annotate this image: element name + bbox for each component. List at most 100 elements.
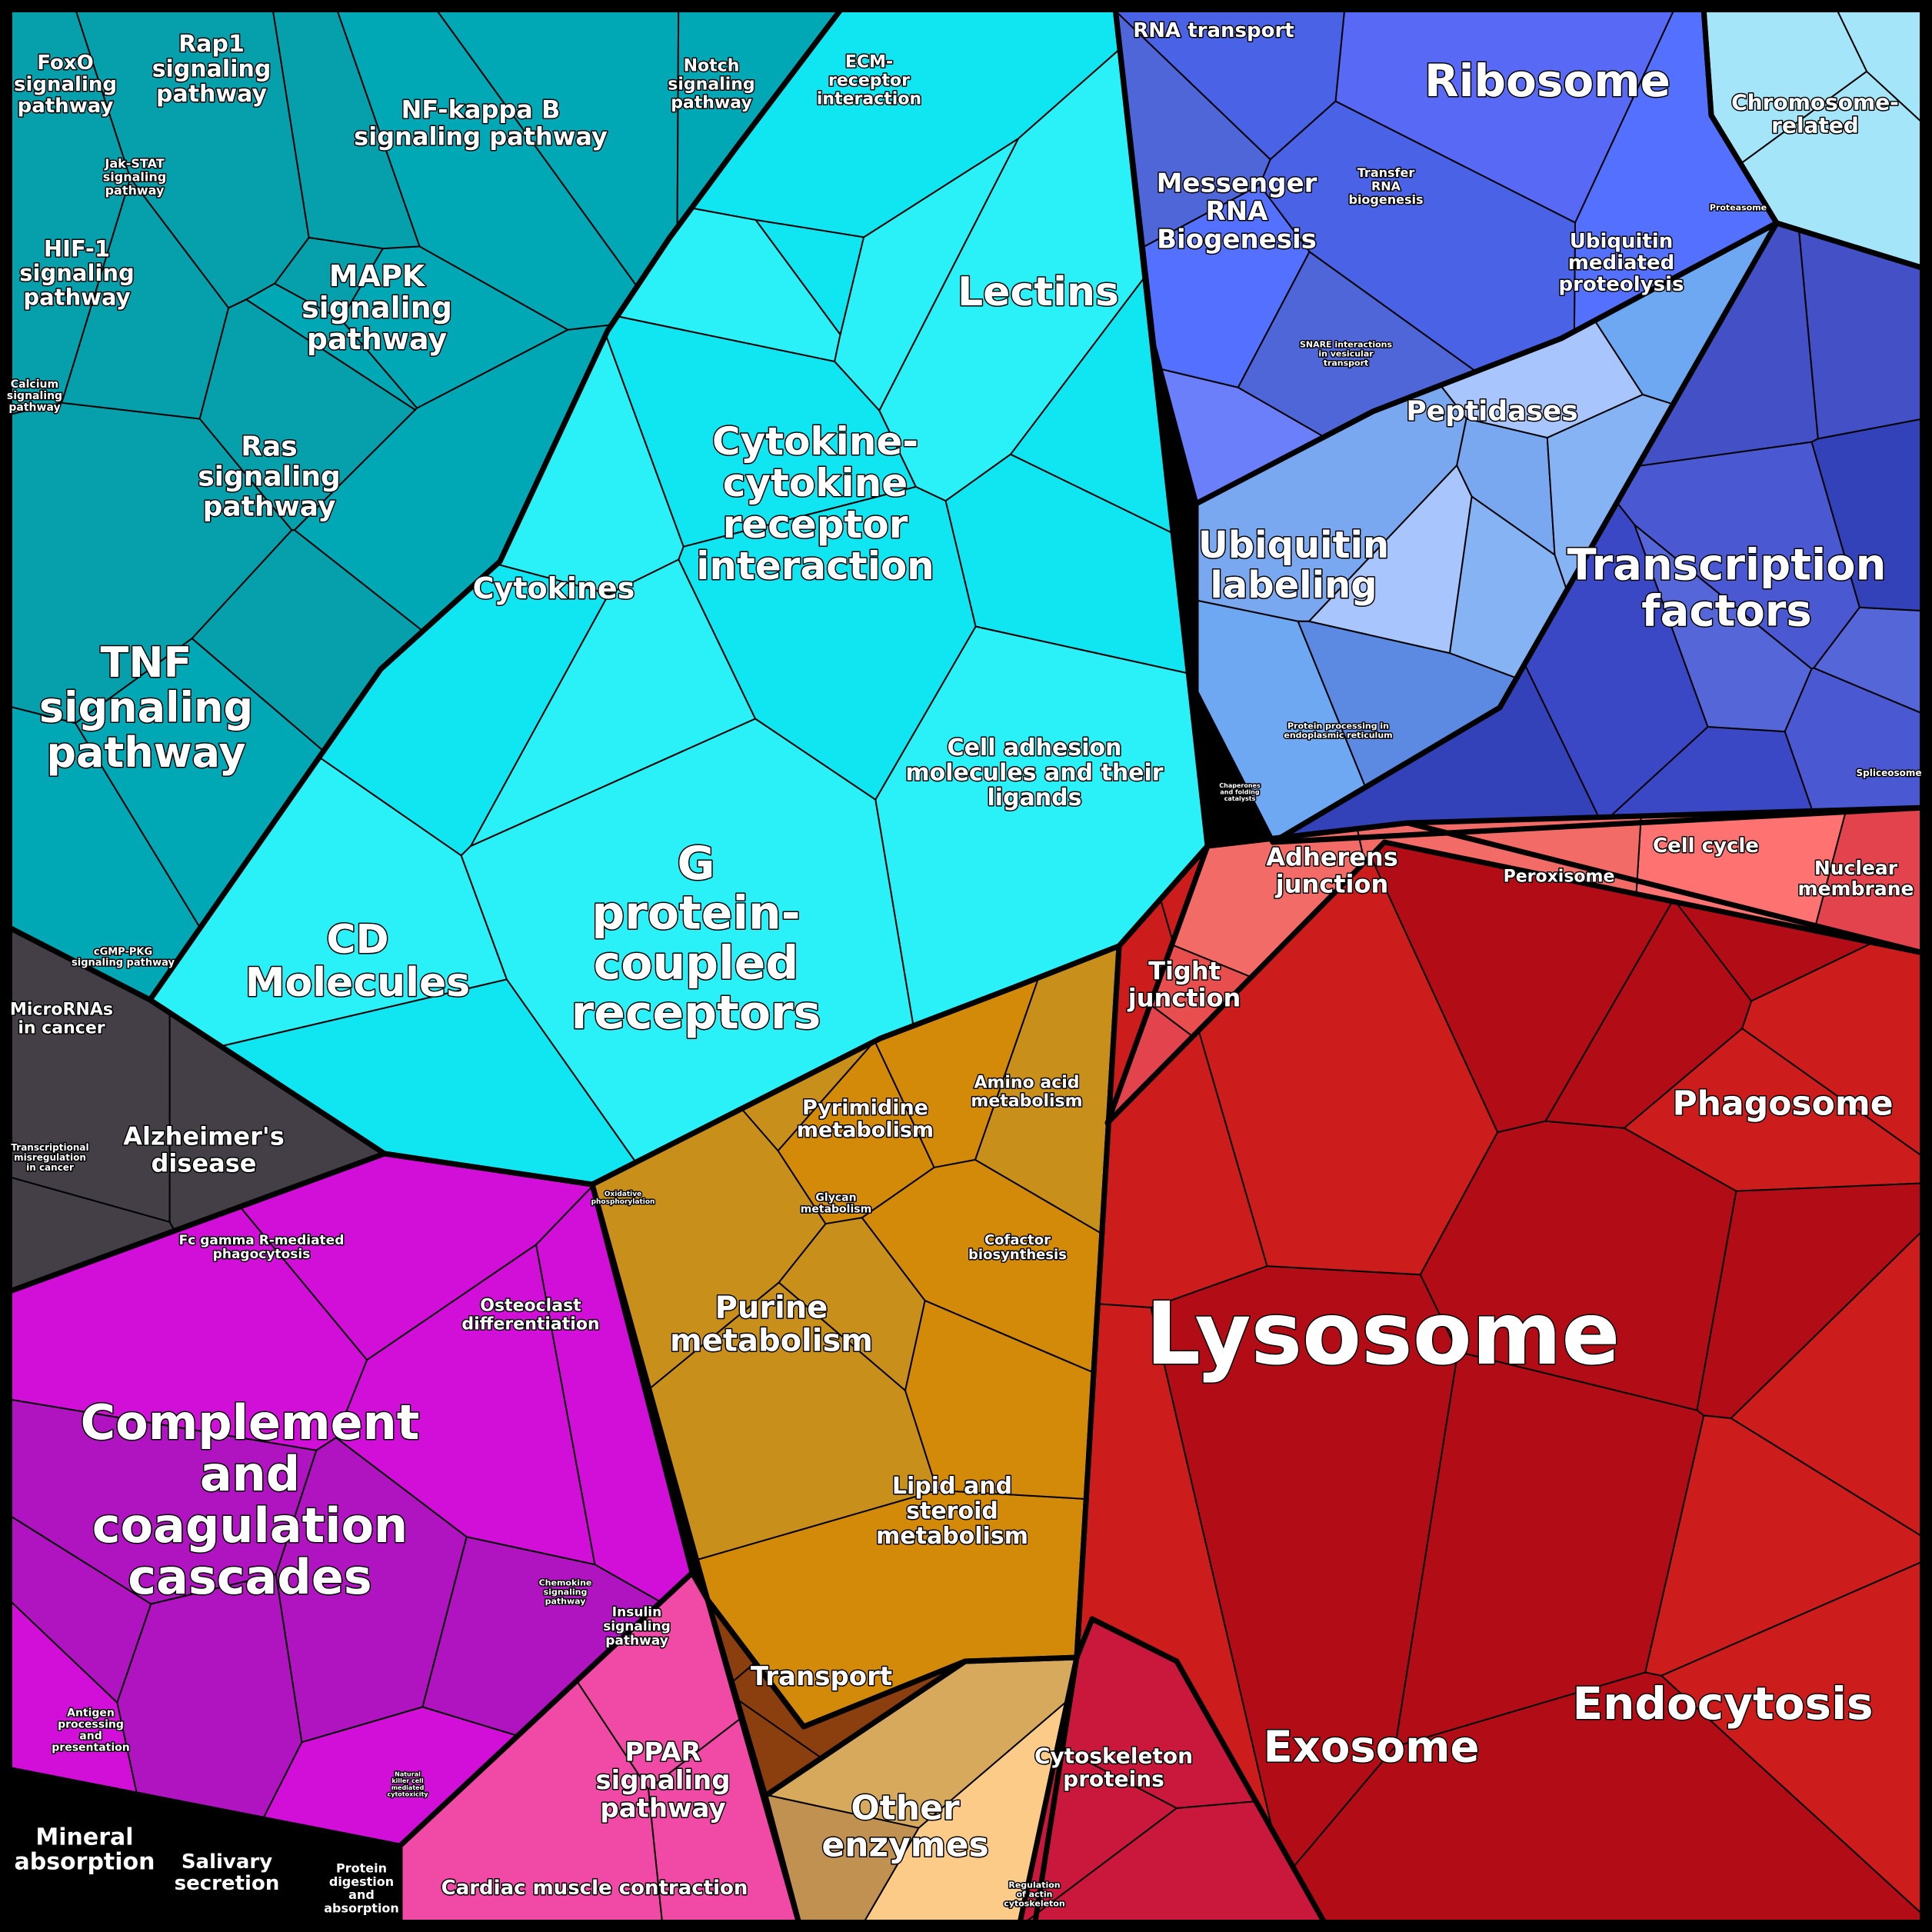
region-label: Rap1 — [178, 31, 245, 58]
region-label: Lipid and — [892, 1473, 1012, 1500]
region-label: Biogenesis — [1157, 225, 1317, 255]
region-label: in vesicular — [1318, 349, 1374, 359]
region-label: signaling — [301, 291, 452, 325]
region-label: ligands — [988, 784, 1082, 811]
region-label: differentiation — [461, 1314, 599, 1334]
region-label: Amino acid — [974, 1074, 1079, 1093]
region-label: phagocytosis — [213, 1247, 311, 1262]
region-label: biogenesis — [1348, 192, 1423, 207]
lysosome-cell — [1419, 1120, 1737, 1411]
region-label: coagulation — [92, 1497, 408, 1554]
region-label: signaling pathway — [354, 122, 608, 151]
region-label: Peptidases — [1406, 396, 1577, 428]
region-label: Chromosome- — [1731, 89, 1899, 115]
region-label: signaling — [603, 1619, 671, 1634]
region-label: proteolysis — [1559, 273, 1684, 296]
region-label: Mineral — [35, 1824, 133, 1850]
signaling-cell — [273, 236, 385, 321]
region-label: receptor — [723, 502, 908, 547]
region-label: interaction — [817, 89, 921, 108]
region-label: Cell cycle — [1653, 834, 1759, 858]
region-label: Proteasome — [1710, 203, 1767, 213]
region-label: of actin — [1017, 1890, 1053, 1900]
region-label: Cytoskeleton — [1034, 1743, 1193, 1768]
region-label: absorption — [324, 1900, 399, 1915]
region-label: membrane — [1798, 878, 1914, 900]
region-label: and — [348, 1887, 375, 1902]
region-label: signaling — [668, 75, 754, 95]
region-label: RNA — [1206, 196, 1269, 227]
region-label: pathway — [23, 284, 130, 310]
treemap-cells — [7, 7, 1927, 1927]
region-label: protein- — [591, 887, 800, 941]
region-label: pathway — [600, 1794, 725, 1824]
region-label: cGMP-PKG — [94, 946, 152, 958]
region-label: signaling — [544, 1587, 588, 1597]
region-label: receptors — [571, 986, 821, 1040]
region-label: Cardiac muscle contraction — [441, 1877, 748, 1900]
region-label: pathway — [105, 183, 165, 198]
region-label: Protein processing in — [1287, 721, 1389, 731]
region-label: Nuclear — [1814, 857, 1898, 879]
region-label: signaling — [198, 461, 341, 493]
region-label: Messenger — [1157, 168, 1317, 198]
region-label: Transcription — [1567, 540, 1886, 590]
region-label: Molecules — [245, 960, 470, 1006]
region-label: pathway — [307, 322, 448, 356]
region-label: presentation — [52, 1742, 129, 1754]
region-label: Chemokine — [539, 1578, 592, 1588]
region-label: junction — [1274, 869, 1389, 898]
region-label: RNA — [1371, 179, 1401, 194]
region-label: interaction — [696, 544, 934, 588]
region-label: Adherens — [1266, 843, 1397, 872]
region-label: junction — [1127, 983, 1241, 1012]
region-label: Antigen — [67, 1707, 115, 1719]
region-label: Alzheimer's — [123, 1122, 284, 1151]
region-label: Fc gamma R-mediated — [179, 1233, 345, 1248]
region-label: Other — [851, 1789, 960, 1828]
region-label: Regulation — [1008, 1880, 1060, 1890]
cytoskeleton-region-border — [1016, 1616, 1330, 1930]
region-label: Purine — [715, 1290, 828, 1325]
region-label: misregulation — [14, 1152, 86, 1163]
region-label: metabolism — [801, 1204, 871, 1216]
region-label: cytokine — [723, 461, 908, 505]
region-label: Tight — [1148, 957, 1221, 986]
region-label: signaling — [39, 684, 253, 732]
region-label: metabolism — [971, 1091, 1082, 1111]
region-label: Phagosome — [1672, 1084, 1893, 1124]
region-label: metabolism — [876, 1523, 1028, 1550]
region-label: pathway — [605, 1633, 668, 1648]
region-label: disease — [152, 1148, 257, 1178]
region-label: Ubiquitin — [1198, 524, 1389, 567]
region-label: and — [200, 1446, 300, 1502]
region-label: Insulin — [612, 1605, 661, 1621]
region-label: signaling — [152, 56, 271, 83]
region-label: Pyrimidine — [802, 1096, 928, 1120]
region-label: Cofactor — [984, 1232, 1051, 1248]
region-label: digestion — [329, 1874, 394, 1889]
region-label: coupled — [594, 936, 799, 990]
region-label: in cancer — [18, 1018, 105, 1038]
region-label: Natural — [395, 1771, 421, 1778]
tf-cell — [1633, 522, 1813, 733]
region-label: CD — [326, 917, 388, 963]
region-label: steroid — [906, 1498, 998, 1525]
region-label: Spliceosome — [1857, 768, 1922, 778]
region-label: Calcium — [11, 378, 58, 391]
region-label: pathway — [545, 1596, 586, 1606]
region-label: Jak-STAT — [104, 156, 164, 171]
region-label: pathway — [46, 728, 245, 777]
cytokines-cell — [468, 558, 757, 848]
cytokines-cell — [878, 47, 1146, 502]
region-label: Cell adhesion — [948, 734, 1122, 761]
region-label: signaling — [14, 73, 117, 96]
region-label: enzymes — [821, 1825, 988, 1864]
region-label: related — [1771, 113, 1859, 138]
region-label: signaling — [103, 170, 166, 185]
region-label: MicroRNAs — [10, 1001, 113, 1020]
region-label: RNA transport — [1133, 19, 1294, 42]
region-label: PPAR — [625, 1737, 701, 1767]
region-label: in cancer — [26, 1162, 74, 1173]
